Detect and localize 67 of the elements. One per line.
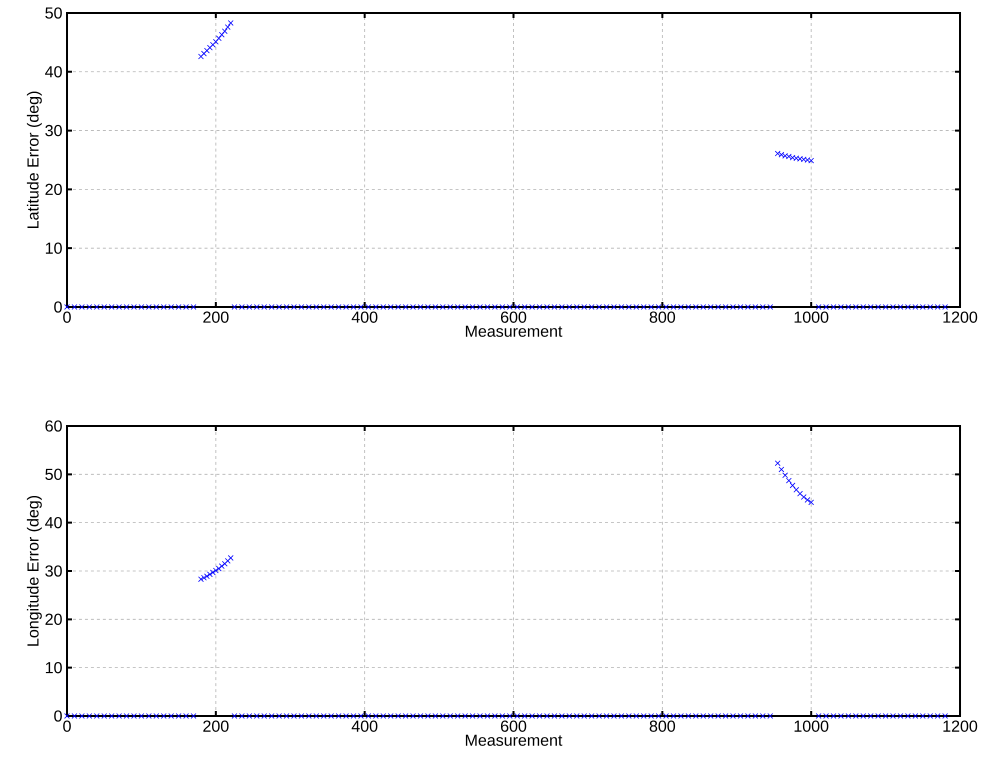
point <box>797 490 803 497</box>
x-tick-label: 200 <box>203 312 229 323</box>
point <box>210 42 216 48</box>
y-axis-title: Latitude Error (deg) <box>26 92 42 228</box>
point <box>218 32 225 38</box>
point <box>212 568 219 574</box>
point <box>224 558 231 564</box>
x-tick-label: 1200 <box>943 720 978 732</box>
point <box>793 486 800 493</box>
point <box>778 152 784 158</box>
point <box>228 20 234 26</box>
point <box>204 573 210 580</box>
point <box>216 566 222 572</box>
y-tick-label: 20 <box>45 614 62 625</box>
point <box>228 555 234 561</box>
x-tick-label: 1000 <box>794 720 828 732</box>
point <box>790 482 796 488</box>
point <box>224 24 231 30</box>
y-tick-label: 40 <box>45 516 62 528</box>
y-tick-label: 50 <box>45 7 62 19</box>
x-tick-label: 400 <box>352 312 378 323</box>
y-tick-label: 0 <box>54 710 62 722</box>
y-tick-label: 50 <box>45 468 62 480</box>
x-axis-title: Measurement <box>466 734 562 746</box>
y-tick-label: 60 <box>45 420 62 432</box>
point <box>218 563 225 570</box>
y-axis-title: Longitude Error (deg) <box>26 496 42 646</box>
y-tick-label: 30 <box>45 124 62 136</box>
y-tick-label: 40 <box>45 66 62 78</box>
x-tick-label: 600 <box>500 720 526 732</box>
x-tick-label: 1000 <box>794 312 828 323</box>
point <box>774 460 781 466</box>
point <box>782 472 788 478</box>
point <box>204 48 210 54</box>
y-tick-label: 30 <box>45 565 62 577</box>
point <box>786 154 792 160</box>
x-tick-label: 400 <box>352 720 378 732</box>
x-tick-label: 1200 <box>943 312 978 323</box>
point <box>778 466 784 472</box>
point <box>222 560 228 567</box>
point <box>198 54 204 60</box>
x-tick-label: 200 <box>203 720 229 732</box>
point <box>216 35 222 42</box>
point <box>786 478 792 484</box>
point <box>804 497 810 503</box>
point <box>212 38 219 45</box>
point <box>774 150 781 156</box>
point <box>207 44 213 51</box>
point <box>808 499 814 506</box>
point <box>782 152 788 159</box>
point <box>201 50 207 56</box>
y-tick-label: 0 <box>54 301 62 313</box>
y-tick-label: 10 <box>46 662 62 674</box>
x-tick-label: 800 <box>650 720 676 732</box>
point <box>210 570 216 576</box>
x-axis-title: Measurement <box>466 326 562 337</box>
point <box>198 576 204 582</box>
x-tick-label: 600 <box>500 312 526 323</box>
y-tick-label: 10 <box>46 242 62 254</box>
point <box>201 574 207 581</box>
point <box>207 571 213 578</box>
point <box>800 494 807 500</box>
x-tick-label: 0 <box>63 312 71 323</box>
x-tick-label: 0 <box>63 720 71 732</box>
point <box>222 28 228 34</box>
x-tick-label: 800 <box>650 312 676 323</box>
y-tick-label: 20 <box>45 184 62 196</box>
